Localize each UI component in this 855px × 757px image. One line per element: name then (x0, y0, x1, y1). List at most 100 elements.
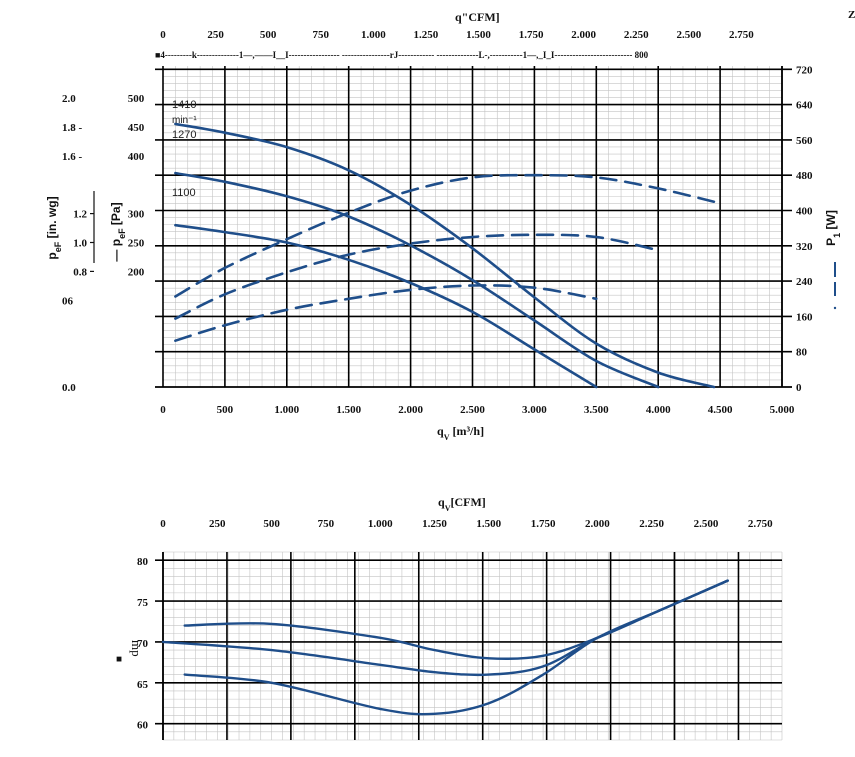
speed-label-1100: 1100 (172, 187, 196, 199)
pressure-curve-1100 (174, 223, 598, 389)
bottom-cfm-tick-label: 500 (263, 518, 280, 530)
bottom-cfm-tick-label: 750 (318, 518, 335, 530)
bottom-x-ticks: 0 500 1.000 1.500 2.000 2.500 3.000 3.500 4.000 4… (160, 404, 795, 416)
bottom-cfm-tick-label: 2.500 (694, 518, 719, 530)
power-tick-label: 240 (796, 276, 813, 288)
inwg-outer-tick-label: 1.8 - (62, 122, 83, 134)
top-cfm-tick-label: 0 (160, 29, 166, 41)
inwg-outer-tick-label: 1.6 - (62, 151, 83, 163)
top-cfm-tick-label: 2.750 (729, 29, 754, 41)
power-curve-1270 (174, 233, 660, 320)
pressure-curve-1270 (174, 171, 660, 389)
noise-y-axis-title: mp (129, 640, 144, 657)
pa-tick-label: 250 (128, 238, 145, 250)
bottom-cfm-tick-label: 2.000 (585, 518, 610, 530)
bottom-cfm-axis-title: qV[CFM] (438, 495, 486, 513)
top-cfm-tick-label: 500 (260, 29, 277, 41)
power-tick-label: 640 (796, 100, 813, 112)
speed-label-1410: 1410 (172, 99, 196, 111)
pressure-curve-1410 (174, 122, 716, 389)
bottom-major-grid (155, 552, 782, 740)
power-tick-label: 80 (796, 347, 808, 359)
bottom-cfm-tick-label: 1.250 (422, 518, 447, 530)
pa-tick-label: 450 (128, 122, 145, 134)
bottom-cfm-tick-label: 250 (209, 518, 226, 530)
bottom-cfm-tick-label: 0 (160, 518, 166, 530)
power-tick-label: 160 (796, 311, 813, 323)
top-cfm-axis-title: q"CFM] (455, 10, 500, 24)
inwg-axis-title: peF [in. wg] (45, 196, 63, 259)
bottom-x-axis-title: qV [m³/h] (437, 424, 484, 442)
inwg-inner-tick-label: 0.8 (73, 266, 87, 278)
inwg-outer-tick-label: 0.0 (62, 382, 76, 394)
pa-tick-label: 300 (128, 209, 145, 221)
bottom-cfm-tick-label: 1.750 (531, 518, 556, 530)
bottom-x-tick-label: 5.000 (770, 404, 795, 416)
noise-y-tick-label: 60 (137, 720, 149, 732)
bottom-x-tick-label: 0 (160, 404, 166, 416)
noise-y-tick-label: 70 (137, 638, 149, 650)
inwg-outer-tick-label: 2.0 (62, 93, 76, 105)
inwg-inner-ticks: 1.2 1.0 0.8 (73, 209, 94, 278)
noise-y-marker: ■ (116, 654, 122, 665)
inwg-inner-tick-label: 1.2 (73, 209, 87, 221)
noise-y-tick-label: 65 (137, 679, 149, 691)
power-tick-label: 480 (796, 170, 813, 182)
power-tick-label: 400 (796, 206, 813, 218)
bottom-x-tick-label: 1.500 (336, 404, 361, 416)
noise-y-ticks: 80 75 70 65 60 (137, 556, 149, 731)
top-major-grid (155, 66, 792, 388)
bottom-x-tick-label: 3.500 (584, 404, 609, 416)
pa-tick-label: 200 (128, 266, 145, 278)
inwg-inner-tick-label: 1.0 (73, 238, 87, 250)
bottom-x-tick-label: 2.000 (398, 404, 423, 416)
top-cfm-ticks: 0 250 500 750 1.000 1.250 1.500 1.750 2.000 2.250… (160, 29, 754, 41)
power-tick-label: 720 (796, 64, 813, 76)
bottom-x-tick-label: 4.000 (646, 404, 671, 416)
noise-y-tick-label: 80 (137, 556, 149, 568)
top-cfm-tick-label: 1.250 (414, 29, 439, 41)
power-tick-label: 560 (796, 135, 813, 147)
top-cfm-tick-label: 250 (207, 29, 224, 41)
bottom-x-tick-label: 1.000 (274, 404, 299, 416)
bottom-cfm-tick-label: 2.750 (748, 518, 773, 530)
bottom-curves (161, 579, 729, 716)
power-legend-dot (833, 306, 837, 310)
bottom-x-tick-label: 500 (217, 404, 234, 416)
noise-y-tick-label: 75 (137, 597, 149, 609)
top-cfm-tick-label: 2.500 (676, 29, 701, 41)
bottom-x-tick-label: 3.000 (522, 404, 547, 416)
inwg-outer-ticks: 2.0 1.8 - 1.6 - 06 0.0 (62, 93, 83, 394)
bottom-x-tick-label: 4.500 (708, 404, 733, 416)
pa-axis-title: — peF [Pa] (109, 202, 127, 261)
power-curve-1100 (174, 284, 598, 342)
top-cfm-tick-label: 1.750 (519, 29, 544, 41)
top-cfm-tick-label: 1.500 (466, 29, 491, 41)
bottom-cfm-tick-label: 1.500 (476, 518, 501, 530)
power-axis-ticks: 720 640 560 480 400 320 240 160 80 0 (796, 64, 813, 394)
power-tick-label: 320 (796, 241, 813, 253)
noise-chart: qV[CFM] 0 250 500 750 1.000 1.250 1.500 1.750 2.… (116, 495, 783, 741)
power-axis-title: P1 [W] (824, 210, 842, 246)
corner-mark: Z (848, 9, 855, 21)
bottom-cfm-ticks: 0 250 500 750 1.000 1.250 1.500 1.750 2.000 2.250… (160, 518, 773, 530)
top-curves (174, 122, 716, 389)
pa-ticks: 500 450 400 300 250 200 (128, 93, 145, 278)
top-cfm-tick-label: 1.000 (361, 29, 386, 41)
bottom-cfm-tick-label: 1.000 (368, 518, 393, 530)
top-cfm-tick-label: 2.250 (624, 29, 649, 41)
bottom-x-tick-label: 2.500 (460, 404, 485, 416)
speed-unit-label: min⁻¹ (172, 115, 197, 126)
top-cfm-tick-label: 750 (313, 29, 330, 41)
bottom-cfm-tick-label: 2.250 (639, 518, 664, 530)
speed-label-1270: 1270 (172, 129, 196, 141)
top-cfm-scale-text: ■4---------k--------------1—,——I__I-----… (155, 50, 649, 60)
pa-tick-label: 400 (128, 151, 145, 163)
power-curve-1410 (174, 173, 716, 298)
bottom-minor-grid (162, 551, 783, 741)
power-tick-label: 0 (796, 382, 802, 394)
inwg-outer-tick-label: 06 (62, 295, 74, 307)
top-cfm-tick-label: 2.000 (571, 29, 596, 41)
pressure-power-chart: q"CFM] 0 250 500 750 1.000 1.250 1.500 1.750 2.0… (45, 10, 842, 442)
